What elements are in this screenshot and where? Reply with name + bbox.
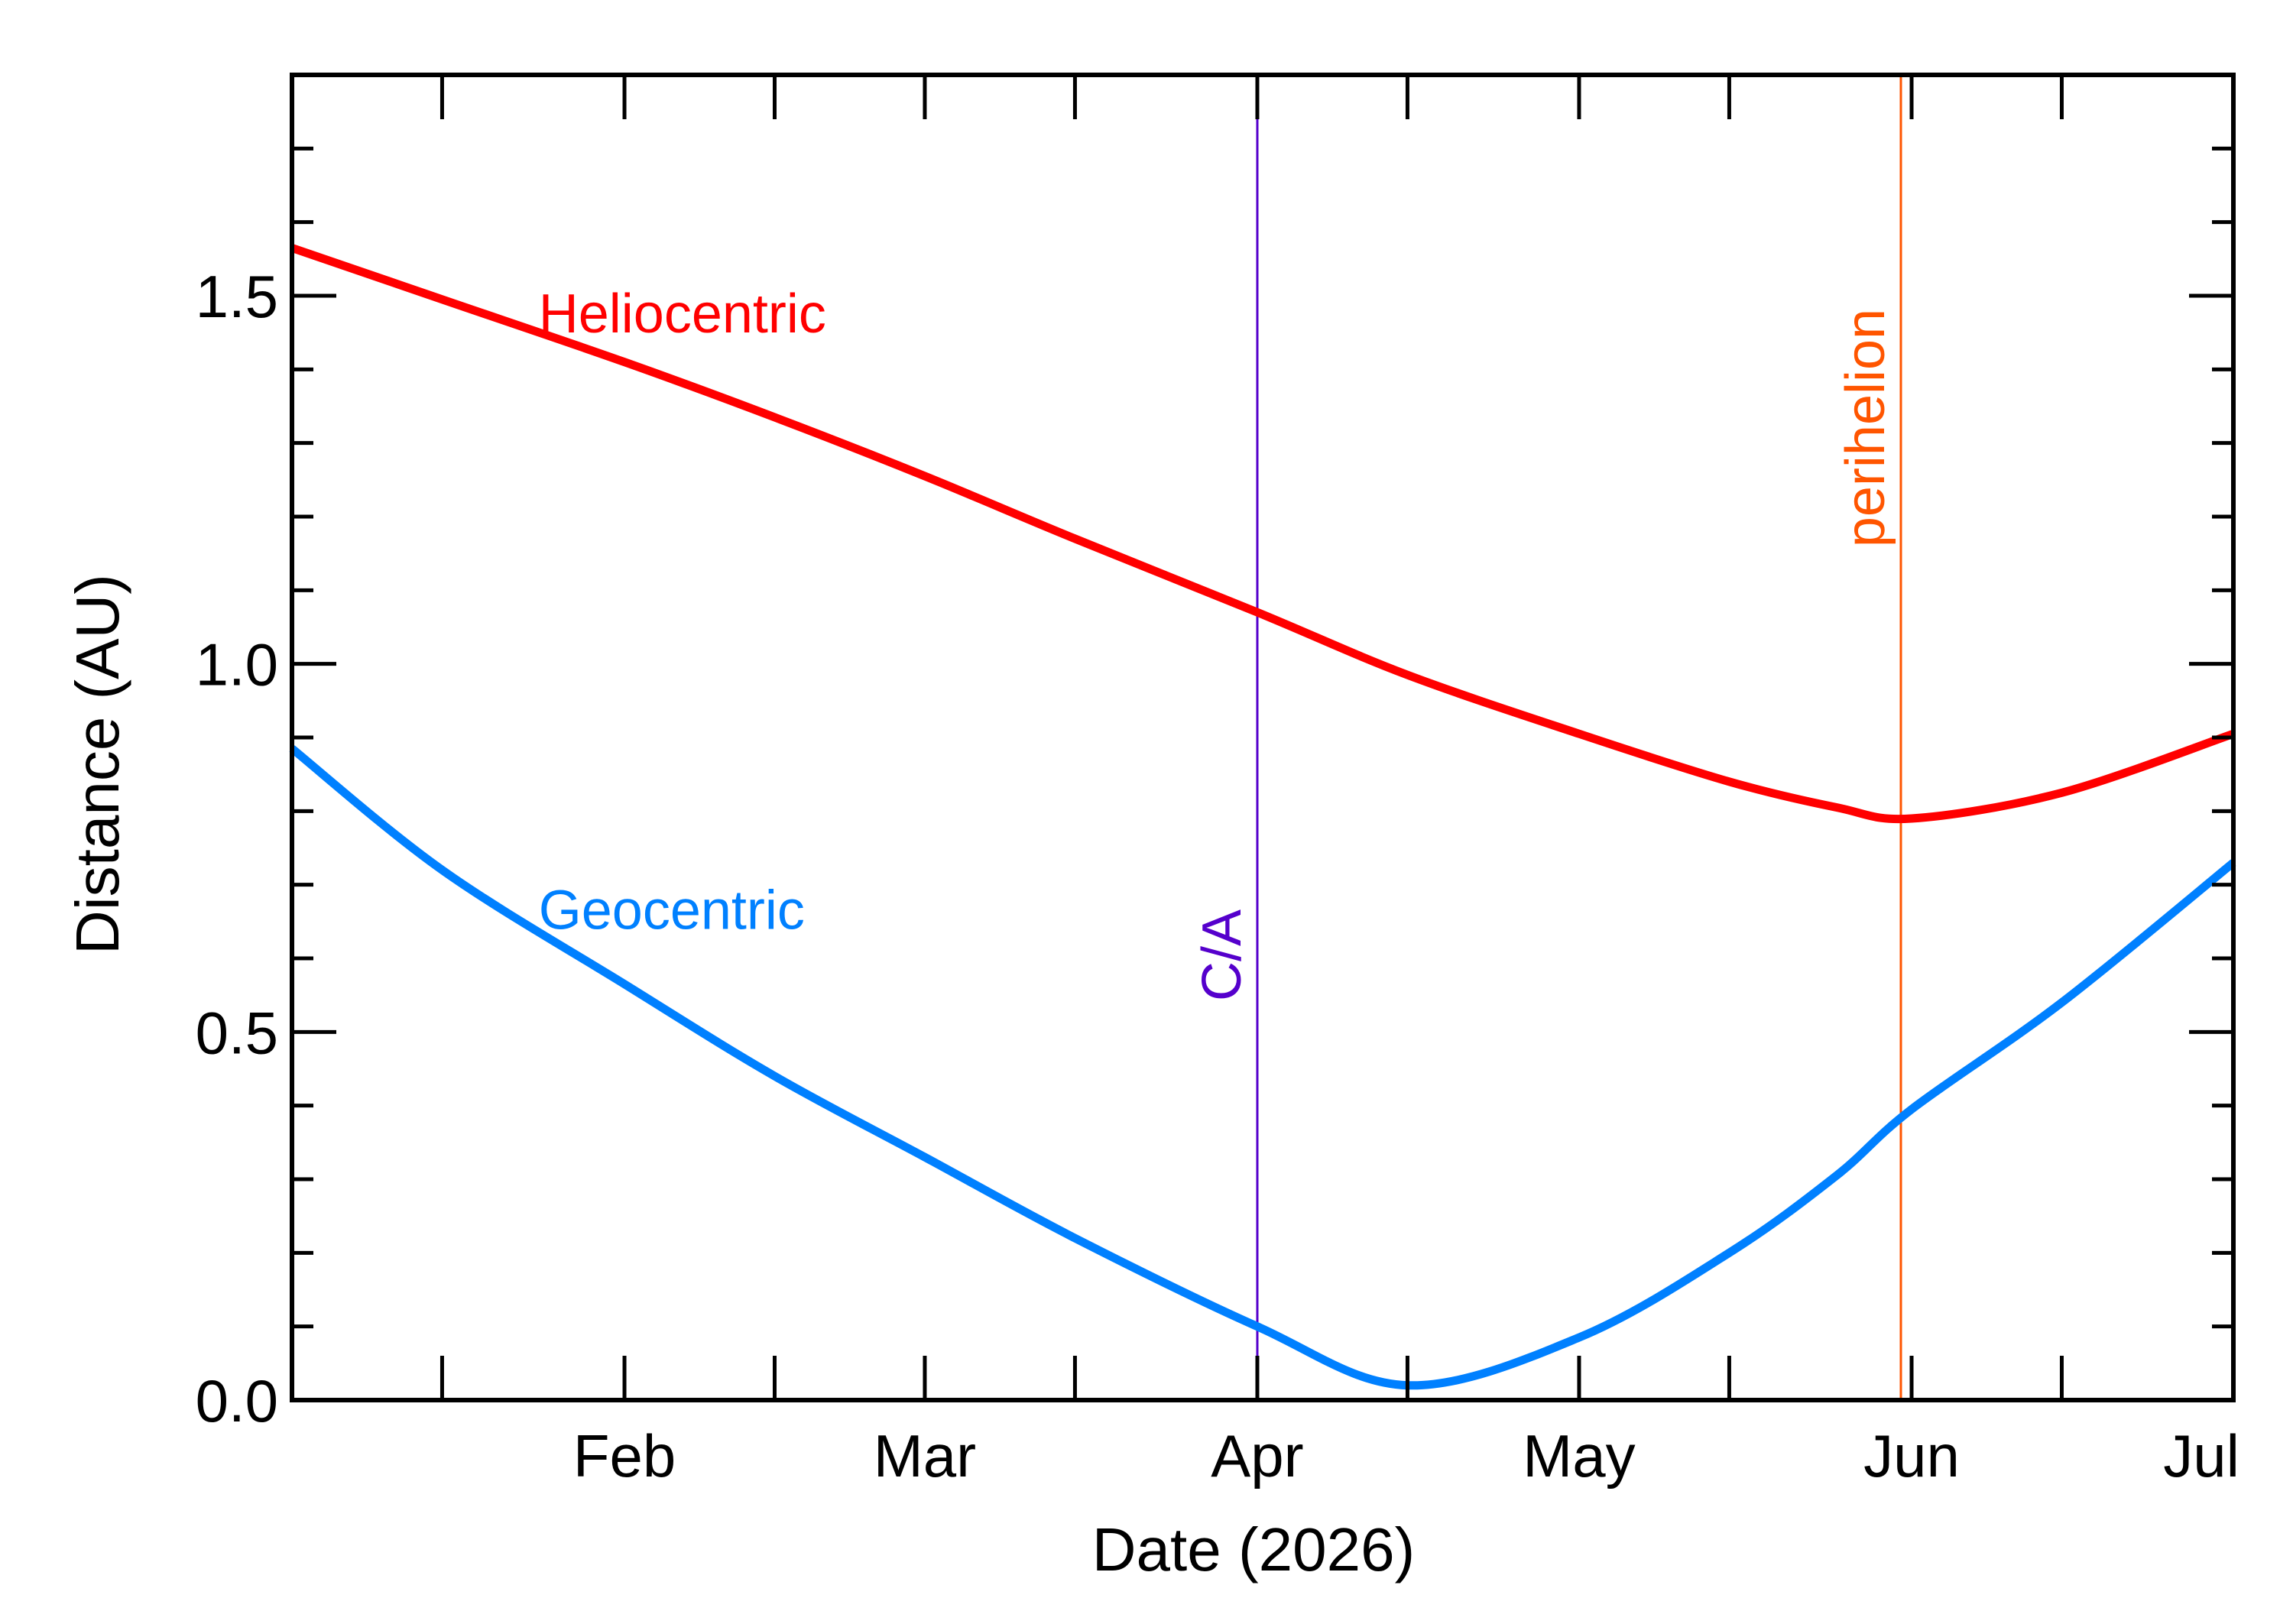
x-tick-label: May <box>1523 1422 1635 1489</box>
y-tick-label: 0.0 <box>196 1367 278 1434</box>
marker-lines <box>1256 75 1902 1400</box>
marker-label-perihelion: perihelion <box>1835 309 1896 547</box>
axis-tick-labels: 0.0 0.5 1.0 1.5 Feb Mar Apr May Jun Jul <box>196 263 2239 1489</box>
y-tick-label: 1.0 <box>196 631 278 699</box>
plot-border <box>290 73 2236 1402</box>
series-lines <box>289 244 2236 1390</box>
series-line-geocentric <box>289 745 2236 1390</box>
y-tick-label: 1.5 <box>196 263 278 330</box>
x-tick-label: Mar <box>874 1422 976 1489</box>
x-axis-label: Date (2026) <box>1092 1515 1415 1583</box>
series-label-geocentric: Geocentric <box>539 880 805 941</box>
x-tick-label: Jul <box>2163 1422 2239 1489</box>
x-tick-label: Jun <box>1863 1422 1960 1489</box>
series-label-heliocentric: Heliocentric <box>539 284 826 345</box>
x-tick-label: Apr <box>1211 1422 1303 1489</box>
axis-ticks <box>292 75 2233 1400</box>
series-line-heliocentric <box>290 244 2235 824</box>
y-axis-label: Distance (AU) <box>63 574 131 955</box>
y-tick-label: 0.5 <box>196 999 278 1066</box>
x-tick-label: Feb <box>573 1422 676 1489</box>
plot-frame <box>290 73 2236 1402</box>
marker-label-c-a: C/A <box>1192 909 1253 1001</box>
annotations: C/A perihelion Heliocentric Geocentric <box>539 284 1896 1001</box>
